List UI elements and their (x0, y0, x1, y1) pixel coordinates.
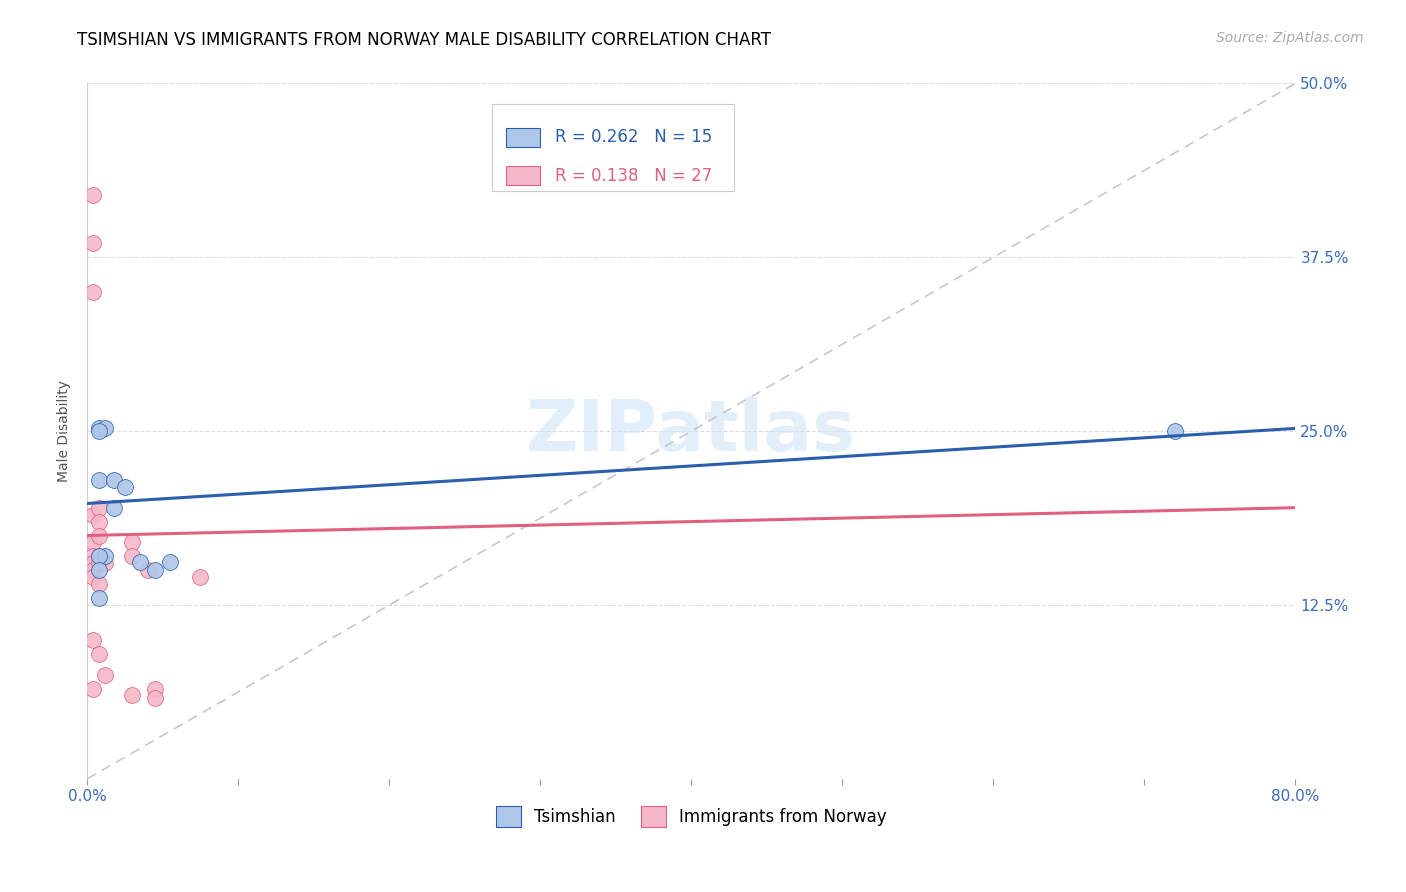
Point (89, 549, 111, 564)
Point (94, 557, 117, 571)
Point (82, 549, 104, 564)
Point (82, 285, 104, 299)
Point (89, 591, 111, 606)
Point (82, 557, 104, 571)
FancyBboxPatch shape (492, 104, 734, 191)
Point (82, 681, 104, 696)
Point (121, 535, 143, 549)
Point (103, 473, 125, 487)
Point (89, 563, 111, 577)
Point (94, 667, 117, 681)
Point (82, 632, 104, 647)
Point (89, 421, 111, 435)
Point (89, 647, 111, 661)
Point (94, 549, 117, 564)
Point (89, 549, 111, 564)
Point (143, 691, 166, 706)
Point (82, 508, 104, 522)
Point (89, 515, 111, 529)
Point (103, 500, 125, 515)
Point (114, 480, 136, 494)
Point (136, 563, 159, 577)
Point (89, 577, 111, 591)
Point (121, 549, 143, 564)
Text: ZIPatlas: ZIPatlas (526, 397, 856, 466)
Legend: Tsimshian, Immigrants from Norway: Tsimshian, Immigrants from Norway (489, 799, 893, 833)
Point (89, 557, 111, 571)
Point (143, 681, 166, 696)
Point (143, 563, 166, 577)
Y-axis label: Male Disability: Male Disability (58, 380, 72, 483)
FancyBboxPatch shape (506, 128, 540, 147)
Point (82, 570, 104, 584)
Point (89, 473, 111, 487)
Point (129, 555, 152, 569)
Point (159, 555, 181, 569)
Point (121, 689, 143, 703)
Point (89, 528, 111, 542)
Text: Source: ZipAtlas.com: Source: ZipAtlas.com (1216, 31, 1364, 45)
Point (82, 187, 104, 202)
Point (82, 535, 104, 549)
FancyBboxPatch shape (506, 166, 540, 186)
Point (82, 236, 104, 251)
Text: TSIMSHIAN VS IMMIGRANTS FROM NORWAY MALE DISABILITY CORRELATION CHART: TSIMSHIAN VS IMMIGRANTS FROM NORWAY MALE… (77, 31, 772, 49)
Point (89, 424, 111, 438)
Point (190, 570, 212, 584)
Text: R = 0.262   N = 15: R = 0.262 N = 15 (555, 128, 711, 146)
Point (82, 563, 104, 577)
Point (89, 500, 111, 515)
Point (1163, 424, 1185, 438)
Point (94, 421, 117, 435)
Text: R = 0.138   N = 27: R = 0.138 N = 27 (555, 167, 711, 185)
